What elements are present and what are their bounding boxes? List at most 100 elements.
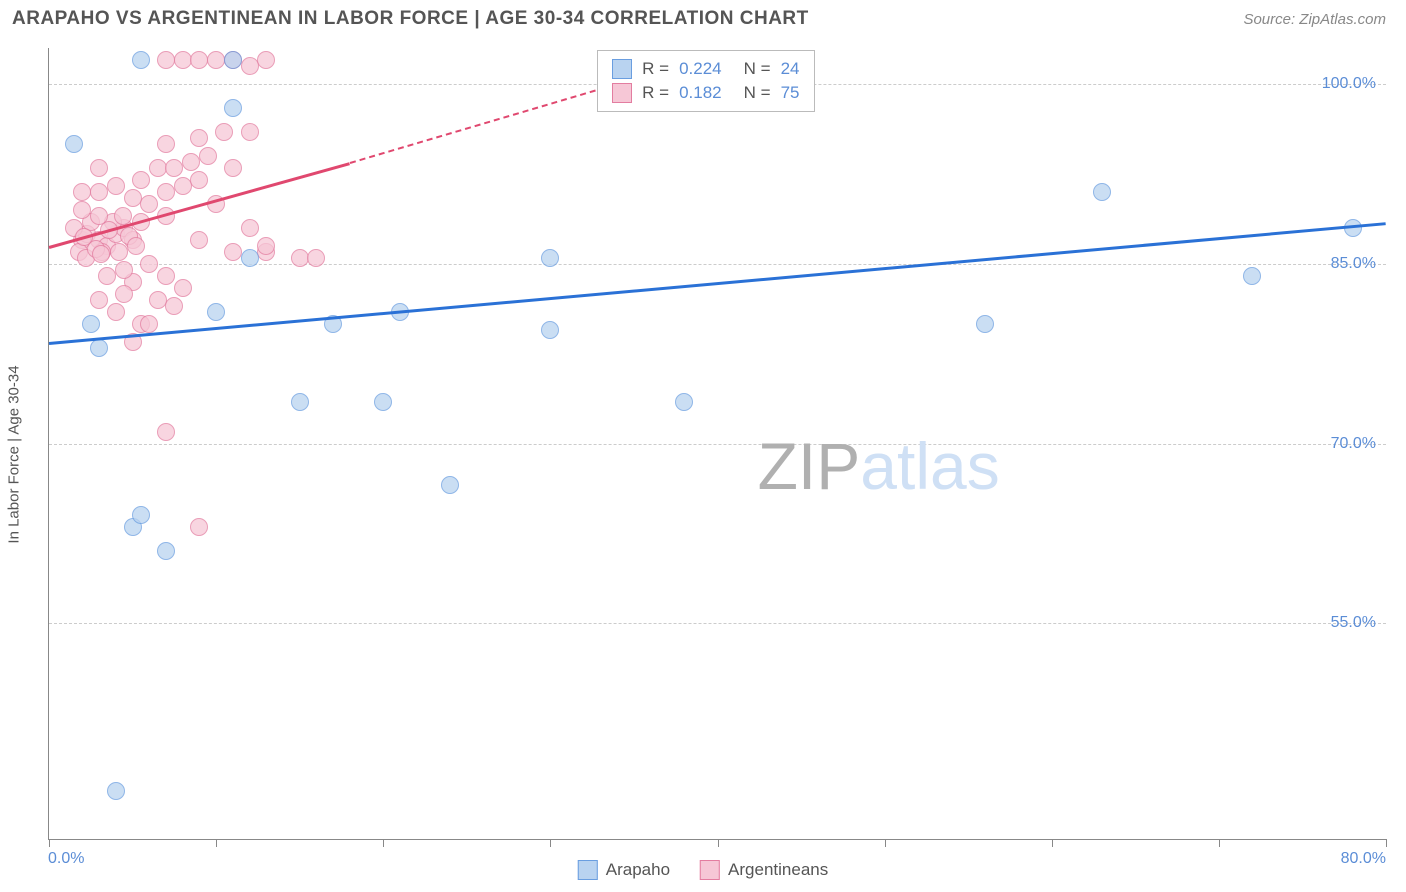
x-tick (550, 839, 551, 847)
data-point (257, 237, 275, 255)
data-point (140, 195, 158, 213)
x-tick (885, 839, 886, 847)
data-point (174, 279, 192, 297)
gridline (49, 623, 1386, 624)
data-point (976, 315, 994, 333)
data-point (127, 237, 145, 255)
x-axis-max-label: 80.0% (1341, 850, 1386, 868)
x-tick (1219, 839, 1220, 847)
n-label: N = (744, 83, 771, 103)
data-point (107, 782, 125, 800)
data-point (124, 189, 142, 207)
x-tick (49, 839, 50, 847)
data-point (257, 51, 275, 69)
data-point (107, 303, 125, 321)
data-point (241, 123, 259, 141)
data-point (165, 297, 183, 315)
data-point (140, 255, 158, 273)
data-point (291, 249, 309, 267)
data-point (73, 201, 91, 219)
data-point (224, 159, 242, 177)
data-point (174, 177, 192, 195)
x-tick (1052, 839, 1053, 847)
data-point (157, 542, 175, 560)
r-value: 0.224 (679, 59, 722, 79)
data-point (132, 51, 150, 69)
chart-header: ARAPAHO VS ARGENTINEAN IN LABOR FORCE | … (0, 0, 1406, 38)
data-point (199, 147, 217, 165)
data-point (174, 51, 192, 69)
x-tick (1386, 839, 1387, 847)
data-point (190, 171, 208, 189)
data-point (224, 51, 242, 69)
data-point (157, 423, 175, 441)
n-value: 24 (781, 59, 800, 79)
r-label: R = (642, 83, 669, 103)
gridline (49, 444, 1386, 445)
source-label: Source: ZipAtlas.com (1243, 11, 1386, 28)
data-point (241, 219, 259, 237)
data-point (190, 518, 208, 536)
legend-label-arapaho: Arapaho (606, 860, 670, 880)
data-point (90, 339, 108, 357)
data-point (157, 51, 175, 69)
swatch-arapaho (578, 860, 598, 880)
y-tick-label: 100.0% (1322, 75, 1376, 93)
data-point (98, 267, 116, 285)
data-point (140, 315, 158, 333)
data-point (90, 291, 108, 309)
data-point (374, 393, 392, 411)
legend-item-arapaho: Arapaho (578, 860, 670, 880)
data-point (241, 249, 259, 267)
data-point (541, 249, 559, 267)
data-point (165, 159, 183, 177)
legend-swatch (612, 83, 632, 103)
data-point (114, 207, 132, 225)
data-point (157, 267, 175, 285)
y-tick-label: 85.0% (1331, 255, 1376, 273)
x-tick (383, 839, 384, 847)
regression-line (49, 222, 1386, 345)
data-point (207, 303, 225, 321)
x-tick (216, 839, 217, 847)
data-point (307, 249, 325, 267)
data-point (149, 291, 167, 309)
data-point (157, 183, 175, 201)
series-legend: Arapaho Argentineans (578, 860, 828, 880)
r-value: 0.182 (679, 83, 722, 103)
data-point (182, 153, 200, 171)
stats-legend-row: R = 0.182 N = 75 (612, 81, 799, 105)
data-point (224, 243, 242, 261)
data-point (157, 135, 175, 153)
data-point (92, 245, 110, 263)
stats-legend-row: R =0.224N =24 (612, 57, 799, 81)
stats-legend: R = 0.224 N = 24R = 0.182 N = 75 (597, 50, 814, 112)
n-label: N = (744, 59, 771, 79)
data-point (73, 183, 91, 201)
data-point (1243, 267, 1261, 285)
data-point (90, 159, 108, 177)
data-point (224, 99, 242, 117)
data-point (149, 159, 167, 177)
legend-swatch (612, 59, 632, 79)
chart-plot-area: 55.0%70.0%85.0%100.0% R =0.224N =24R =0.… (48, 48, 1386, 840)
data-point (541, 321, 559, 339)
data-point (1093, 183, 1111, 201)
regression-line (350, 78, 635, 164)
data-point (65, 135, 83, 153)
plot-surface: 55.0%70.0%85.0%100.0% (49, 48, 1386, 839)
data-point (241, 57, 259, 75)
swatch-argentineans (700, 860, 720, 880)
data-point (110, 243, 128, 261)
data-point (132, 506, 150, 524)
data-point (90, 183, 108, 201)
x-axis-min-label: 0.0% (48, 850, 84, 868)
data-point (190, 51, 208, 69)
data-point (190, 129, 208, 147)
x-tick (718, 839, 719, 847)
n-value: 75 (781, 83, 800, 103)
data-point (207, 51, 225, 69)
data-point (291, 393, 309, 411)
data-point (675, 393, 693, 411)
legend-item-argentineans: Argentineans (700, 860, 828, 880)
